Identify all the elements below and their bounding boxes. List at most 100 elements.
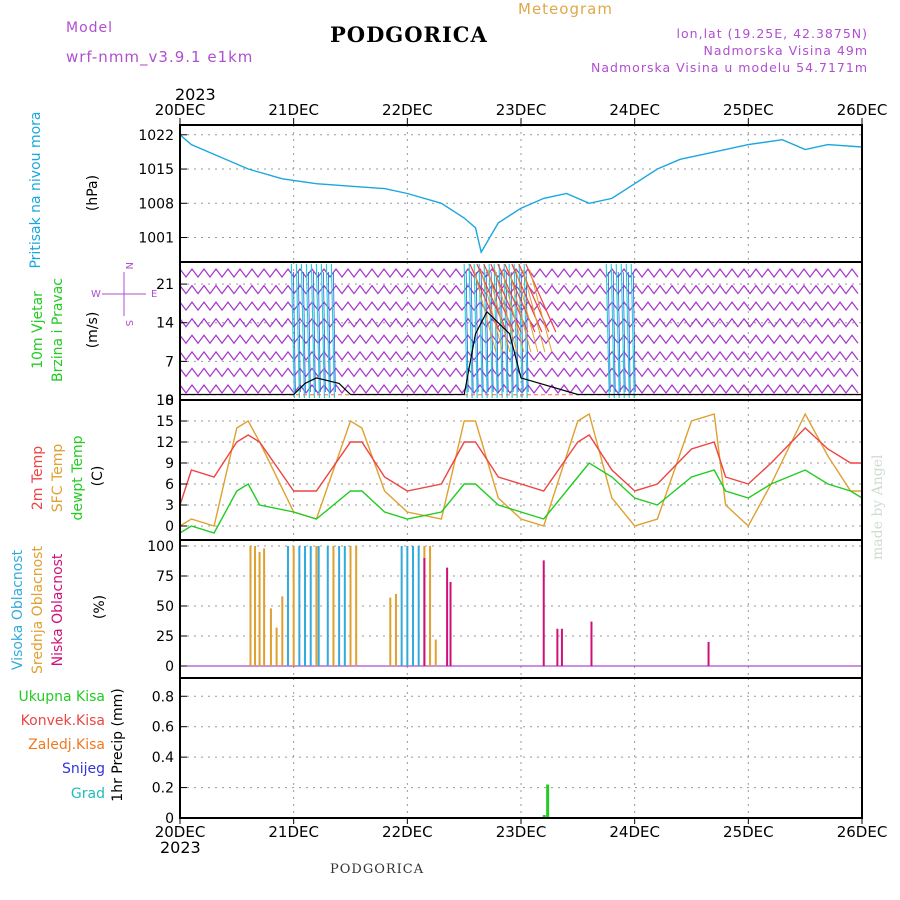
wind-event-barb [320,263,325,399]
pressure-tick-label: 1008 [138,196,174,212]
wind-barb-row [179,283,859,295]
wind-event-barb [620,263,625,399]
cloud-bar [254,546,257,666]
cloud-bar [317,546,320,666]
wind-tick-label: 14 [156,316,174,332]
wind-event-barb [515,271,519,393]
wind-event-barb [493,263,498,399]
time-label-top: 26DEC [837,101,888,119]
cloud-bar [406,546,409,666]
cloud-bar [429,546,432,666]
cloud-bar [332,546,335,666]
compass-n: N [123,262,134,269]
wind-event-barb [305,263,310,399]
cloud-bar [349,546,352,666]
cloud-bar [286,546,289,666]
cloud-bar [389,597,392,666]
time-label-bottom: 21DEC [268,823,319,841]
time-label-top: 22DEC [382,101,433,119]
cloud-bar [309,546,312,666]
wind-strong-barb [487,269,511,353]
cloud-tick-label: 100 [147,539,174,555]
time-label-top: 24DEC [609,101,660,119]
compass-w: W [91,289,101,300]
wind-strong-barb [515,269,539,353]
temp-tick-label: 18 [156,393,174,409]
cloud-bar [249,546,252,666]
wind-tick-label: 21 [156,277,174,293]
wind-event-barb [327,271,331,393]
precip-tick-label: 0.8 [152,689,174,705]
cloud-tick-label: 25 [156,629,174,645]
temp-label-3: dewpt Temp [70,435,86,520]
precip-legend-hail: Grad [71,786,105,802]
cloud-bar [355,546,358,666]
wind-event-barb [617,271,621,393]
wind-event-barb [508,263,513,399]
cloud-bar [400,546,403,666]
wind-event-barb [470,271,474,393]
grid-layer [180,125,862,819]
cloud-bar [590,621,593,666]
precip-tick-label: 0.2 [152,781,174,797]
time-label-bottom: 25DEC [723,823,774,841]
precip-legend-total: Ukupna Kisa [18,689,105,705]
precip-bar [542,814,546,818]
cloud-bar [326,546,329,666]
precip-unit: 1hr Precip (mm) [110,688,126,801]
pressure-tick-label: 1001 [138,231,174,247]
wind-event-barb [307,271,311,393]
wind-event-barb [500,271,504,393]
cloud-bar [304,546,307,666]
time-label-bottom: 20DEC [155,823,206,841]
temp-tick-label: 12 [156,435,174,451]
wind-barb-row [179,300,859,312]
pressure-unit: (hPa) [85,175,101,211]
wind-strong-barb [508,269,532,353]
cloud-label-1: Visoka Oblacnost [10,549,26,670]
wind-tick-label: 7 [165,354,174,370]
wind-strong-barb [501,269,525,353]
temp-2m-series [179,427,862,506]
pressure-tick-label: 1015 [138,162,174,178]
station-title: PODGORICA [330,22,488,47]
wind-event-barb [297,271,301,393]
precip-legend-snow: Snijeg [62,761,105,777]
temp-tick-label: 0 [165,519,174,535]
wind-event-barb [315,263,320,399]
wind-strong-barb [480,269,504,353]
wind-event-barb [290,263,295,399]
wind-event-barb [612,271,616,393]
time-label-bottom: 24DEC [609,823,660,841]
precip-tick-label: 0.4 [152,750,174,766]
wind-event-barb [625,263,630,399]
wind-label-2: Brzina i Pravac [50,278,66,382]
precip-legend-frozen: Zaledj.Kisa [28,737,105,753]
wind-event-barb [483,263,488,399]
wind-speed-series [180,310,862,396]
wind-event-barb [300,263,305,399]
wind-event-barb [332,271,336,393]
pressure-frame [179,124,863,263]
wind-event-barb [475,271,479,393]
temp-tick-label: 6 [165,477,174,493]
wind-event-barb [632,271,636,393]
pressure-label: Pritisak na nivou mora [28,111,44,268]
model-name: wrf-nmm_v3.9.1 e1km [66,48,254,66]
wind-event-barb [525,271,529,393]
frame-layer: 1022101510081001211470181512963010075502… [138,101,887,841]
wind-event-barb [610,263,615,399]
wind-event-barb [605,263,610,399]
time-label-top: 21DEC [268,101,319,119]
cloud-bar [281,596,284,666]
cloud-bar [292,546,295,666]
time-label-top: 20DEC [155,101,206,119]
wind-event-barb [480,271,484,393]
temp-tick-label: 9 [165,456,174,472]
precip-bar [546,784,550,818]
cloud-bar [412,546,415,666]
time-label-bottom: 23DEC [496,823,547,841]
lonlat-text: lon,lat (19.25E, 42.3875N) [676,26,868,41]
wind-unit: (m/s) [85,312,101,349]
